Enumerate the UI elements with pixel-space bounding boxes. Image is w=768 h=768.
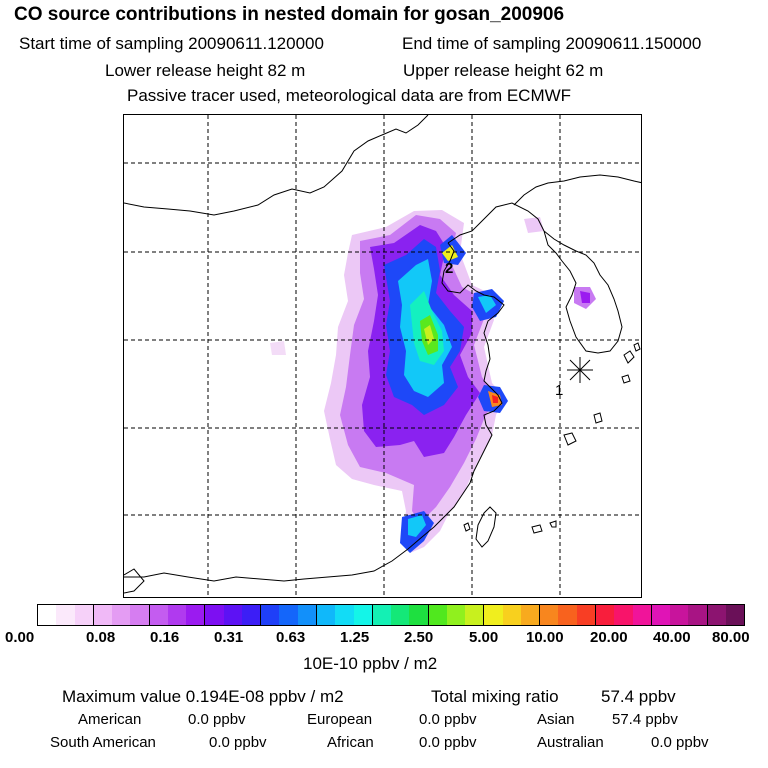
colorbar-segment (316, 605, 336, 625)
colorbar-segment (391, 605, 410, 625)
colorbar-segment (56, 605, 75, 625)
colorbar-segment (576, 605, 596, 625)
marker-label-2: 2 (445, 260, 453, 277)
colorbar-segment (484, 605, 503, 625)
colorbar-tick: 40.00 (653, 629, 691, 646)
marker-label-1: 1 (555, 382, 563, 399)
colorbar-unit: 10E-10 ppbv / m2 (303, 654, 438, 673)
australian-label: Australian (537, 734, 604, 751)
colorbar-segment (725, 605, 745, 625)
colorbar-tick: 20.00 (590, 629, 628, 646)
colorbar-segment (670, 605, 689, 625)
colorbar-segment (93, 605, 113, 625)
colorbar-tick: 0.31 (214, 629, 244, 646)
colorbar-segment (428, 605, 447, 625)
african-label: African (327, 734, 374, 751)
colorbar-tick: 0.08 (86, 629, 116, 646)
max-value-label: Maximum value 0.194E-08 ppbv / m2 (62, 687, 344, 706)
colorbar-segment (186, 605, 206, 625)
colorbar-segment (335, 605, 354, 625)
colorbar-segment (502, 605, 521, 625)
page-title: CO source contributions in nested domain… (14, 4, 565, 25)
colorbar-tick: 10.00 (526, 629, 564, 646)
colorbar-segment (130, 605, 150, 625)
colorbar-segment (149, 605, 168, 625)
colorbar-segment (540, 605, 559, 625)
colorbar (37, 604, 745, 626)
colorbar-tick: 1.25 (340, 629, 370, 646)
colorbar-tick: 5.00 (469, 629, 499, 646)
south-american-label: South American (50, 734, 156, 751)
total-mixing-value: 57.4 ppbv (601, 687, 676, 706)
colorbar-segment (632, 605, 652, 625)
australian-value: 0.0 ppbv (651, 734, 709, 751)
colorbar-tick: 2.50 (404, 629, 434, 646)
colorbar-segment (241, 605, 262, 625)
colorbar-tick: 0.63 (276, 629, 306, 646)
colorbar-tick: 0.16 (150, 629, 180, 646)
colorbar-segment (279, 605, 298, 625)
upper-release-label: Upper release height 62 m (403, 61, 604, 80)
colorbar-segment (261, 605, 280, 625)
receptor-star-icon (567, 357, 593, 383)
lat-lon-grid (124, 115, 641, 597)
colorbar-segment (409, 605, 429, 625)
colorbar-segment (223, 605, 242, 625)
european-value: 0.0 ppbv (419, 711, 477, 728)
end-time-label: End time of sampling 20090611.150000 (402, 34, 702, 53)
total-mixing-label: Total mixing ratio (431, 687, 559, 706)
colorbar-segment (520, 605, 541, 625)
colorbar-tick: 80.00 (712, 629, 750, 646)
american-label: American (78, 711, 142, 728)
colorbar-segment (595, 605, 615, 625)
concentration-field (270, 210, 596, 553)
american-value: 0.0 ppbv (188, 711, 246, 728)
colorbar-segment (707, 605, 726, 625)
map-canvas: 1 2 (124, 115, 641, 597)
colorbar-segment (112, 605, 131, 625)
south-american-value: 0.0 ppbv (209, 734, 267, 751)
asian-label: Asian (537, 711, 575, 728)
lower-release-label: Lower release height 82 m (105, 61, 306, 80)
colorbar-segment (465, 605, 485, 625)
colorbar-segment (74, 605, 94, 625)
european-label: European (307, 711, 373, 728)
african-value: 0.0 ppbv (419, 734, 477, 751)
start-time-label: Start time of sampling 20090611.120000 (19, 34, 324, 53)
colorbar-segment (167, 605, 187, 625)
colorbar-segment (353, 605, 373, 625)
colorbar-segment (38, 605, 57, 625)
colorbar-tick: 0.00 (5, 629, 35, 646)
colorbar-segment (688, 605, 708, 625)
map-panel: 1 2 (123, 114, 642, 598)
colorbar-segment (558, 605, 577, 625)
tracer-note: Passive tracer used, meteorological data… (127, 86, 572, 105)
colorbar-segment (372, 605, 392, 625)
colorbar-segment (446, 605, 466, 625)
colorbar-segment (297, 605, 317, 625)
asian-value: 57.4 ppbv (612, 711, 678, 728)
colorbar-segment (205, 605, 224, 625)
coastlines (124, 115, 641, 594)
colorbar-segment (651, 605, 671, 625)
colorbar-segment (614, 605, 633, 625)
